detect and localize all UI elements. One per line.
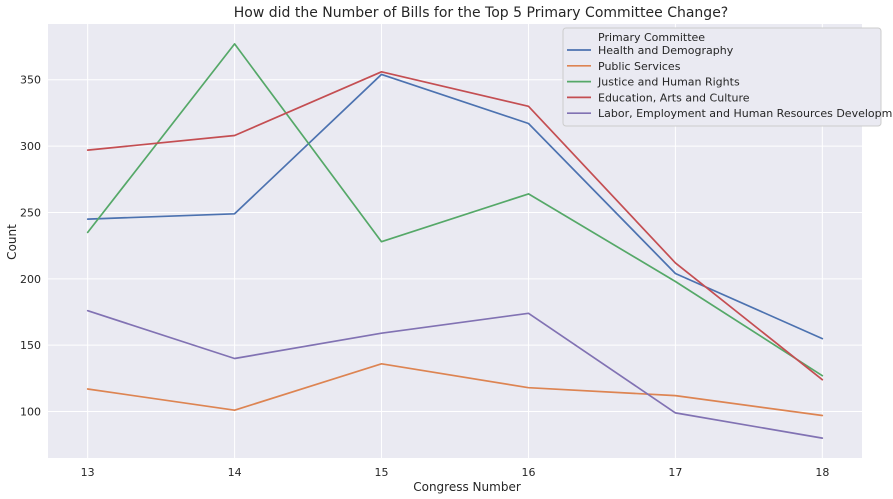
chart-title: How did the Number of Bills for the Top … — [234, 5, 728, 21]
y-axis-label: Count — [5, 224, 19, 260]
y-tick-label: 350 — [20, 74, 41, 87]
x-tick-label: 16 — [521, 466, 535, 479]
y-tick-label: 200 — [20, 273, 41, 286]
legend-items: Health and Demography Public Services Just… — [567, 44, 893, 120]
y-tick-label: 300 — [20, 140, 41, 153]
x-tick-label: 18 — [815, 466, 829, 479]
series-line-1 — [86, 73, 824, 340]
legend-entry: Public Services — [598, 60, 681, 73]
legend-entry: Health and Demography — [598, 44, 734, 57]
y-axis-ticks: 100 150 200 250 300 350 — [20, 74, 41, 419]
x-axis-ticks: 13 14 15 16 17 18 — [81, 466, 830, 479]
y-tick-label: 100 — [20, 406, 41, 419]
legend-entry: Labor, Employment and Human Resources De… — [598, 107, 893, 120]
series-line-2 — [86, 362, 824, 417]
x-axis-label: Congress Number — [413, 480, 521, 494]
legend-title: Primary Committee — [598, 31, 705, 44]
legend-entry: Justice and Human Rights — [597, 76, 740, 89]
x-tick-label: 14 — [228, 466, 242, 479]
legend-entry: Education, Arts and Culture — [598, 91, 750, 104]
series-line-5 — [86, 309, 824, 439]
series-lines — [86, 43, 824, 439]
series-line-3 — [86, 43, 824, 377]
series-line-4 — [86, 70, 824, 381]
legend-box — [562, 27, 882, 127]
y-tick-label: 150 — [20, 339, 41, 352]
x-tick-label: 15 — [375, 466, 389, 479]
x-tick-label: 17 — [668, 466, 682, 479]
x-tick-label: 13 — [81, 466, 95, 479]
legend: Primary Committee Health and Demography P… — [562, 27, 893, 127]
y-tick-label: 250 — [20, 206, 41, 219]
